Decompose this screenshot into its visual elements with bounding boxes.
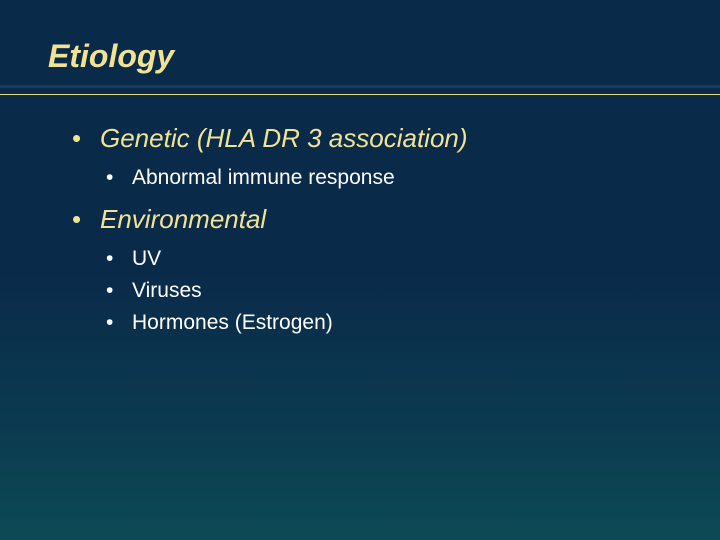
bullet-viruses: Viruses	[106, 279, 720, 303]
slide-container: Etiology Genetic (HLA DR 3 association) …	[0, 0, 720, 540]
bullet-text: Hormones (Estrogen)	[132, 311, 333, 334]
bullet-text: Abnormal immune response	[132, 166, 395, 189]
bullet-list-level2: Abnormal immune response	[106, 166, 720, 190]
bullet-genetic: Genetic (HLA DR 3 association) Abnormal …	[72, 123, 720, 190]
bullet-abnormal-immune: Abnormal immune response	[106, 166, 720, 190]
slide-title: Etiology	[48, 38, 720, 75]
bullet-text: Environmental	[100, 204, 266, 234]
bullet-list-level1: Genetic (HLA DR 3 association) Abnormal …	[72, 123, 720, 335]
bullet-text: Viruses	[132, 279, 202, 302]
bullet-text: Genetic (HLA DR 3 association)	[100, 123, 468, 153]
title-area: Etiology	[0, 0, 720, 75]
bullet-environmental: Environmental UV Viruses Hormones (Estro…	[72, 204, 720, 335]
bullet-list-level2: UV Viruses Hormones (Estrogen)	[106, 247, 720, 335]
bullet-hormones: Hormones (Estrogen)	[106, 311, 720, 335]
bullet-uv: UV	[106, 247, 720, 271]
bullet-text: UV	[132, 247, 161, 270]
content-area: Genetic (HLA DR 3 association) Abnormal …	[0, 95, 720, 335]
divider-thick	[0, 85, 720, 88]
